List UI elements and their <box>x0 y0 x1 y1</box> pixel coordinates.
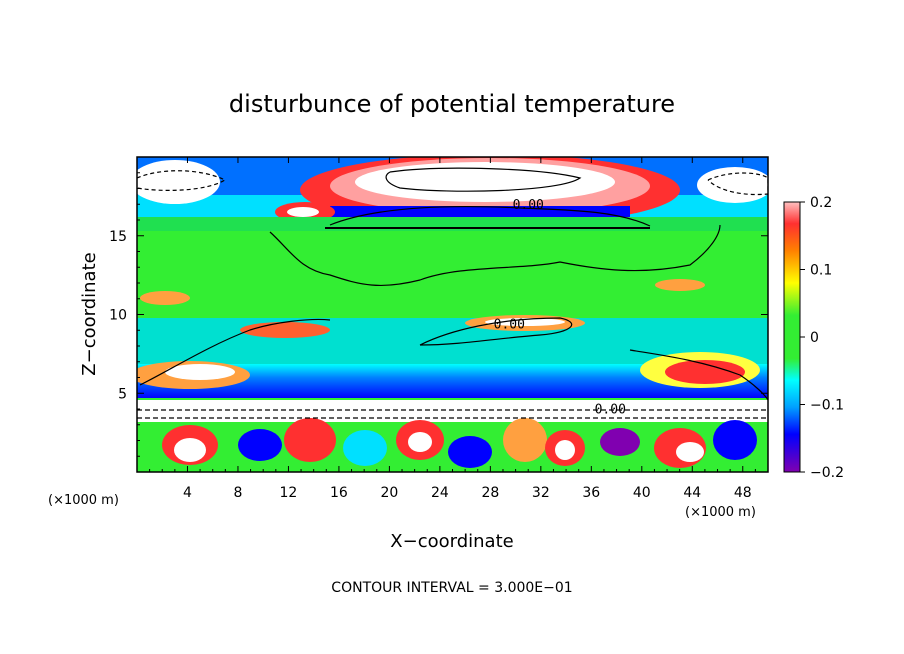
x-tick-label: 24 <box>431 485 449 501</box>
warm-streak-5-core <box>665 360 745 384</box>
zero-contour-plume <box>329 205 651 227</box>
colorbar-ticks: 0.2 0.1 0 −0.1 −0.2 <box>800 195 844 481</box>
contour-labels: 0.00 0.00 0.00 <box>494 198 626 418</box>
colorbar-tick-label: −0.2 <box>810 465 844 481</box>
contour-value-label: 0.00 <box>595 403 626 418</box>
x-tick-label: 28 <box>481 485 499 501</box>
y-tick-label: 15 <box>109 229 127 245</box>
dashed-contour-top-left <box>137 170 227 191</box>
x-tick-label: 36 <box>582 485 600 501</box>
contour-interval-note: CONTOUR INTERVAL = 3.000E−01 <box>331 580 572 596</box>
chart-title: disturbunce of potential temperature <box>229 90 675 118</box>
colorbar-tick-label: 0 <box>810 330 819 346</box>
dashed-contour-surface <box>137 409 768 419</box>
bl-cell-9 <box>600 428 640 456</box>
warm-streak-4 <box>655 279 705 291</box>
bl-cell-1-core <box>174 438 206 462</box>
bl-cell-2 <box>238 429 282 461</box>
x-tick-label: 12 <box>280 485 298 501</box>
y-tick-label: 10 <box>109 308 127 324</box>
x-tick-label: 16 <box>330 485 348 501</box>
bl-cell-11 <box>713 420 757 460</box>
top-right-white-cell <box>697 167 768 203</box>
warm-streak-2 <box>240 322 330 338</box>
colorbar-tick-label: 0.2 <box>810 195 832 211</box>
x-tick-label: 32 <box>532 485 550 501</box>
x-unit-right: (×1000 m) <box>685 505 756 520</box>
mid-contour-2 <box>139 318 331 386</box>
surface-white-band <box>137 400 768 422</box>
colorbar-tick-label: 0.1 <box>810 263 832 279</box>
contour-value-label: 0.00 <box>494 318 525 333</box>
x-axis-label: X−coordinate <box>390 531 513 552</box>
zero-contour-upper <box>269 224 721 287</box>
warm-streak-3 <box>140 291 190 305</box>
bl-cell-5-core <box>408 432 432 452</box>
bl-cell-6 <box>448 436 492 468</box>
y-tick-label: 5 <box>118 386 127 402</box>
small-warm-blob-core <box>287 207 319 217</box>
warm-streak-1-core <box>485 318 565 326</box>
x-axis: 4 8 12 16 20 24 28 32 36 40 44 48 <box>149 157 756 501</box>
bl-cell-4 <box>343 430 387 466</box>
x-tick-label: 4 <box>183 485 192 501</box>
x-tick-label: 48 <box>734 485 752 501</box>
colorbar <box>783 201 801 473</box>
warm-streak-6-core <box>165 364 235 380</box>
contour-lines <box>137 167 768 419</box>
x-unit-left: (×1000 m) <box>48 493 119 508</box>
x-tick-label: 44 <box>683 485 701 501</box>
plume-core-contour <box>385 167 582 192</box>
bl-cell-10-core <box>676 442 704 462</box>
top-warm-plume-core <box>355 162 615 202</box>
y-axis: 5 10 15 <box>109 172 768 457</box>
x-tick-label: 8 <box>233 485 242 501</box>
top-left-white-cell <box>137 160 220 204</box>
x-tick-label: 20 <box>380 485 398 501</box>
heatmap-field: 0.00 0.00 0.00 <box>137 157 768 472</box>
bl-cell-8-core <box>555 440 575 460</box>
bl-cell-7 <box>503 418 547 462</box>
mid-contour-1 <box>419 317 573 346</box>
y-axis-label: Z−coordinate <box>79 252 100 375</box>
colorbar-tick-label: −0.1 <box>810 398 844 414</box>
contour-value-label: 0.00 <box>513 198 544 213</box>
bl-cell-3 <box>284 418 336 462</box>
dashed-contour-top-right <box>707 172 768 196</box>
x-tick-label: 40 <box>633 485 651 501</box>
